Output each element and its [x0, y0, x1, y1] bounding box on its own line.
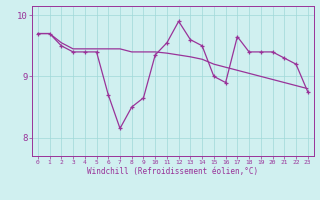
- X-axis label: Windchill (Refroidissement éolien,°C): Windchill (Refroidissement éolien,°C): [87, 167, 258, 176]
